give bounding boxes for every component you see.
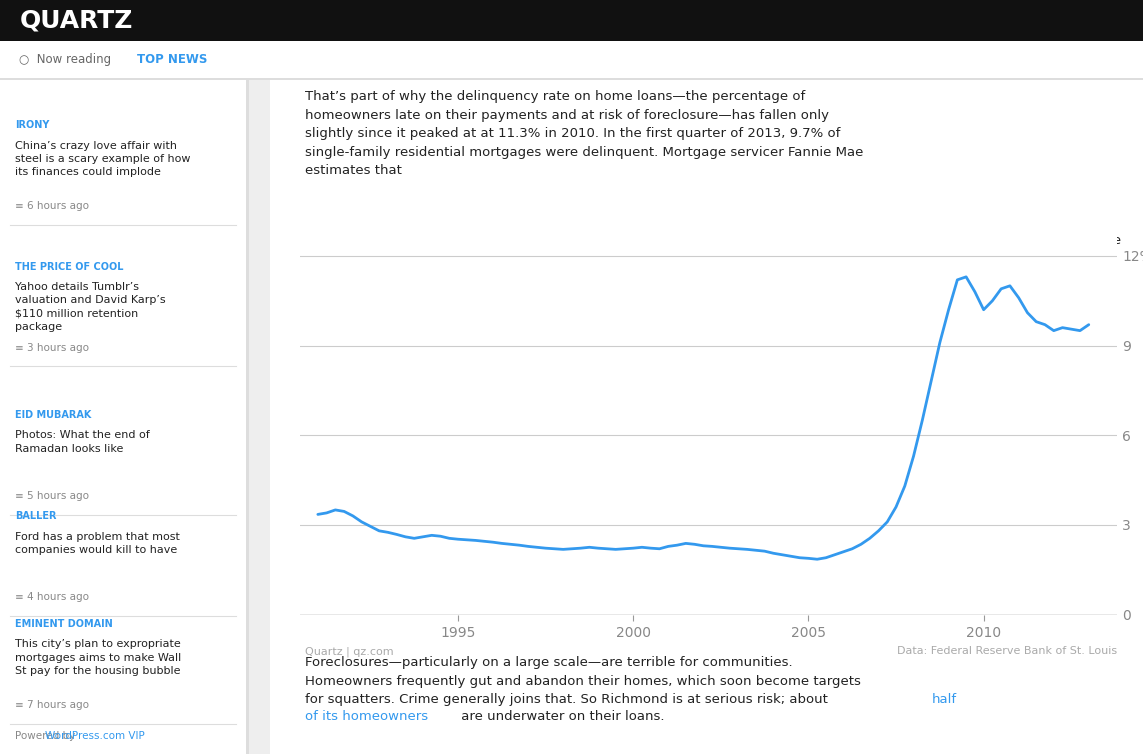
Text: ≡ 4 hours ago: ≡ 4 hours ago bbox=[15, 592, 89, 602]
Text: China’s crazy love affair with
steel is a scary example of how
its finances coul: China’s crazy love affair with steel is … bbox=[15, 140, 190, 177]
Text: ≡ 6 hours ago: ≡ 6 hours ago bbox=[15, 201, 89, 211]
Text: 7.5 to 9.5 million homes: 7.5 to 9.5 million homes bbox=[649, 234, 812, 247]
Text: ○  Now reading: ○ Now reading bbox=[19, 53, 119, 66]
Text: Yahoo details Tumblr’s
valuation and David Karp’s
$110 million retention
package: Yahoo details Tumblr’s valuation and Dav… bbox=[15, 282, 166, 332]
Text: This city’s plan to expropriate
mortgages aims to make Wall
St pay for the housi: This city’s plan to expropriate mortgage… bbox=[15, 639, 181, 676]
Text: ≡ 7 hours ago: ≡ 7 hours ago bbox=[15, 700, 89, 710]
Text: Powered by: Powered by bbox=[15, 731, 78, 740]
Text: WordPress.com VIP: WordPress.com VIP bbox=[46, 731, 145, 740]
Text: Data: Federal Reserve Bank of St. Louis: Data: Federal Reserve Bank of St. Louis bbox=[896, 646, 1117, 656]
Text: THE PRICE OF COOL: THE PRICE OF COOL bbox=[15, 262, 123, 272]
Text: Photos: What the end of
Ramadan looks like: Photos: What the end of Ramadan looks li… bbox=[15, 431, 150, 454]
Text: TOP NEWS: TOP NEWS bbox=[137, 53, 208, 66]
Text: IRONY: IRONY bbox=[15, 121, 49, 130]
Text: Quartz | qz.com: Quartz | qz.com bbox=[305, 646, 393, 657]
Text: ≡ 3 hours ago: ≡ 3 hours ago bbox=[15, 343, 89, 353]
Text: EID MUBARAK: EID MUBARAK bbox=[15, 410, 91, 420]
Text: ≡ 5 hours ago: ≡ 5 hours ago bbox=[15, 491, 89, 501]
Text: half: half bbox=[932, 694, 957, 706]
Text: are underwater on their loans.: are underwater on their loans. bbox=[457, 710, 665, 723]
Text: That’s part of why the delinquency rate on home loans—the percentage of
homeowne: That’s part of why the delinquency rate … bbox=[305, 90, 863, 177]
Text: QUARTZ: QUARTZ bbox=[19, 9, 133, 32]
Text: Delinquency rate on single-family residential mortgages: Delinquency rate on single-family reside… bbox=[305, 279, 696, 293]
Text: (pdf) are likely to go into delinquency in the: (pdf) are likely to go into delinquency … bbox=[823, 234, 1120, 247]
Text: EMINENT DOMAIN: EMINENT DOMAIN bbox=[15, 619, 112, 629]
Text: next few years.: next few years. bbox=[305, 259, 407, 271]
Text: BALLER: BALLER bbox=[15, 511, 56, 521]
Text: Ford has a problem that most
companies would kill to have: Ford has a problem that most companies w… bbox=[15, 532, 179, 555]
Text: Foreclosures—particularly on a large scale—are terrible for communities.
Homeown: Foreclosures—particularly on a large sca… bbox=[305, 656, 861, 706]
Text: of its homeowners: of its homeowners bbox=[305, 710, 427, 723]
